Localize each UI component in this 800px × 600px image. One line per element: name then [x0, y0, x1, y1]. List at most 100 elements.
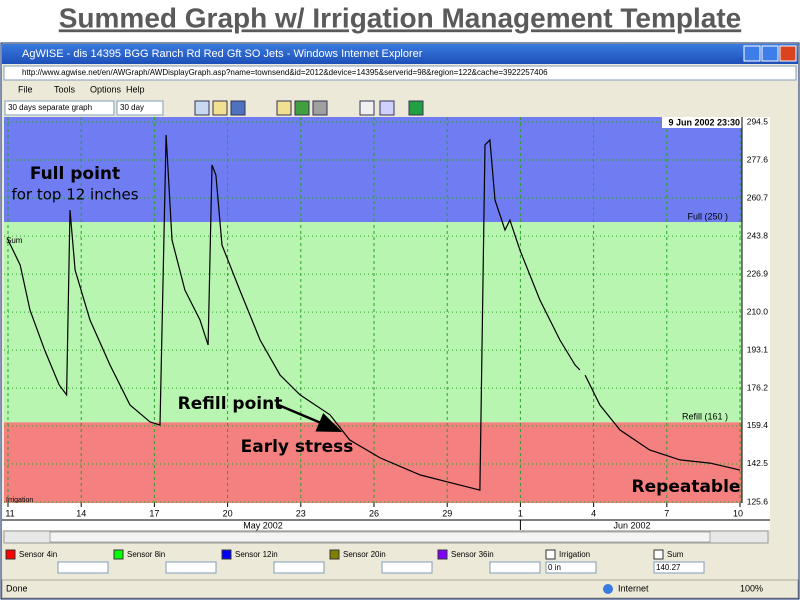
- window-title: AgWISE - dis 14395 BGG Ranch Rd Red Gft …: [22, 48, 423, 60]
- zone-icon: [603, 584, 613, 594]
- tool-icon[interactable]: [359, 100, 375, 116]
- legend-swatch: [113, 549, 124, 560]
- timestamp-box: [662, 117, 742, 128]
- toolbar-icons: [194, 100, 424, 116]
- legend-name: Sensor 36in: [451, 550, 494, 559]
- chart: Full (250 ) Refill (161 ) Sum Irrigation Ful…: [4, 117, 742, 504]
- legend-checkbox[interactable]: [653, 549, 664, 560]
- legend-value: 140.27: [656, 563, 681, 572]
- y-tick-label: 142.5: [747, 458, 769, 468]
- scroll-thumb[interactable]: [49, 531, 711, 543]
- period: 30 day: [120, 103, 144, 112]
- y-tick-label: 176.2: [747, 382, 769, 392]
- series-label: Sum: [6, 236, 23, 245]
- annotation: Repeatable: [632, 477, 741, 497]
- x-tick-label: 14: [76, 508, 86, 518]
- y-tick-label: 260.7: [747, 192, 769, 202]
- x-tick-label: 26: [369, 508, 379, 518]
- x-tick-label: 7: [664, 508, 669, 518]
- graph-mode: 30 days separate graph: [8, 103, 92, 112]
- x-tick-label: 10: [733, 508, 743, 518]
- menu-item[interactable]: Tools: [54, 84, 76, 94]
- x-tick-label: 29: [442, 508, 452, 518]
- legend-name: Sensor 12in: [235, 550, 278, 559]
- y-axis-panel: [742, 117, 770, 520]
- status-bar: [1, 579, 799, 599]
- legend-name: Sum: [667, 550, 684, 559]
- month-label: Jun 2002: [613, 520, 650, 530]
- tool-icon[interactable]: [379, 100, 395, 116]
- zone-label: Full (250 ): [687, 211, 728, 221]
- legend-name: Sensor 20in: [343, 550, 386, 559]
- slide-title: Summed Graph w/ Irrigation Management Te…: [59, 2, 742, 33]
- legend-swatch: [437, 549, 448, 560]
- tool-icon[interactable]: [294, 100, 310, 116]
- annotation: Full point: [30, 164, 120, 184]
- legend-swatch: [329, 549, 340, 560]
- legend-value: 0 in: [548, 563, 561, 572]
- status-zone: Internet: [618, 583, 649, 593]
- month-label: May 2002: [243, 520, 283, 530]
- legend-field[interactable]: [165, 561, 217, 574]
- status-zoom[interactable]: 100%: [740, 583, 763, 593]
- y-tick-label: 159.4: [747, 420, 769, 430]
- graph-mode-select[interactable]: [4, 100, 115, 116]
- x-tick-label: 11: [5, 508, 14, 518]
- tool-icon[interactable]: [212, 100, 228, 116]
- y-tick-label: 226.9: [747, 268, 769, 278]
- legend-field[interactable]: [381, 561, 433, 574]
- x-axis-panel: [2, 503, 770, 530]
- x-tick-label: 1: [518, 508, 523, 518]
- legend-name: Sensor 4in: [19, 550, 57, 559]
- timestamp: 9 Jun 2002 23:30: [668, 117, 740, 127]
- legend-swatch: [5, 549, 16, 560]
- legend-checkbox[interactable]: [545, 549, 556, 560]
- address-bar[interactable]: [3, 65, 797, 81]
- tool-icon[interactable]: [194, 100, 210, 116]
- legend-field[interactable]: [653, 561, 705, 574]
- url: http://www.agwise.net/en/AWGraph/AWDispl…: [22, 68, 548, 77]
- legend-field[interactable]: [489, 561, 541, 574]
- legend: Sensor 4in Sensor 8in Sensor 12in Sensor 20…: [5, 549, 705, 574]
- y-tick-label: 294.5: [747, 116, 769, 126]
- legend-field[interactable]: [57, 561, 109, 574]
- zone-label: Refill (161 ): [682, 412, 728, 422]
- menu-item[interactable]: Options: [90, 84, 122, 94]
- tool-icon[interactable]: [276, 100, 292, 116]
- title-bar: [2, 44, 798, 64]
- maximize-button[interactable]: [761, 45, 779, 62]
- irrigation-label: Irrigation: [6, 497, 33, 504]
- x-tick-label: 4: [591, 508, 596, 518]
- x-tick-label: 23: [296, 508, 306, 518]
- tool-icon[interactable]: [230, 100, 246, 116]
- zone-available: [4, 222, 742, 423]
- zone-stress: [4, 422, 742, 503]
- annotation: Early stress: [241, 437, 354, 457]
- legend-name: Irrigation: [559, 550, 590, 559]
- tool-icon[interactable]: [408, 100, 424, 116]
- close-button[interactable]: [779, 45, 797, 62]
- tool-icon[interactable]: [312, 100, 328, 116]
- status-text: Done: [6, 583, 28, 593]
- annotation-arrow: [275, 402, 343, 433]
- legend-field[interactable]: [545, 561, 597, 574]
- sum-line: [7, 134, 741, 491]
- x-tick-label: 17: [149, 508, 159, 518]
- y-tick-label: 277.6: [747, 154, 769, 164]
- zone-full: [4, 117, 742, 223]
- y-tick-label: 243.8: [747, 230, 769, 240]
- menu-bar: File Tools Options Help: [18, 84, 145, 94]
- menu-item[interactable]: Help: [126, 84, 145, 94]
- minimize-button[interactable]: [743, 45, 761, 62]
- legend-swatch: [221, 549, 232, 560]
- y-tick-label: 125.6: [747, 496, 769, 506]
- period-select[interactable]: [116, 100, 164, 116]
- y-tick-label: 193.1: [747, 344, 769, 354]
- legend-name: Sensor 8in: [127, 550, 165, 559]
- y-tick-label: 210.0: [747, 306, 769, 316]
- legend-field[interactable]: [273, 561, 325, 574]
- menu-item[interactable]: File: [18, 84, 33, 94]
- annotation: Refill point: [178, 394, 283, 414]
